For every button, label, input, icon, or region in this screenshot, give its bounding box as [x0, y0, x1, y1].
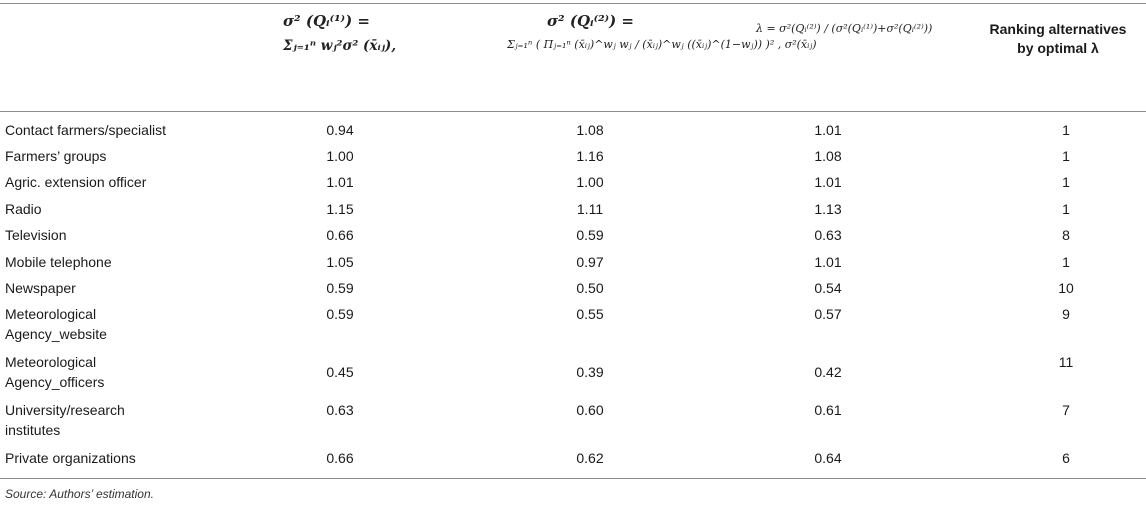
cell-v3: 1.13 — [814, 201, 842, 217]
cell-rank: 1 — [1062, 148, 1070, 164]
header-col4-line2: by optimal λ — [1017, 40, 1099, 56]
cell-rank: 6 — [1062, 450, 1070, 466]
header-col1-line1: σ² (Qᵢ⁽¹⁾) = — [283, 12, 370, 30]
row-label: Private organizations — [5, 450, 136, 466]
header-col-lambda: λ = σ²(Qᵢ⁽²⁾) / (σ²(Qᵢ⁽¹⁾)+σ²(Qᵢ⁽²⁾)) — [756, 22, 932, 35]
cell-v2: 0.39 — [576, 364, 604, 380]
cell-v2: 0.59 — [576, 227, 604, 243]
bottom-rule — [0, 478, 1146, 479]
row-label: Farmers’ groups — [5, 148, 107, 164]
header-col1-line2: Σⱼ₌₁ⁿ wⱼ²σ² (x̄ᵢⱼ), — [283, 38, 397, 54]
cell-rank: 1 — [1062, 122, 1070, 138]
row-label: University/research institutes — [5, 402, 125, 438]
top-rule — [0, 3, 1146, 4]
cell-v2: 1.08 — [576, 122, 604, 138]
cell-v1: 1.05 — [326, 254, 354, 270]
cell-rank: 1 — [1062, 201, 1070, 217]
row-label: Meteorological Agency_officers — [5, 354, 105, 390]
cell-v3: 0.63 — [814, 227, 842, 243]
cell-v1: 0.59 — [326, 280, 354, 296]
cell-v2: 1.16 — [576, 148, 604, 164]
cell-v2: 1.00 — [576, 174, 604, 190]
cell-rank: 7 — [1062, 402, 1070, 418]
row-label: Contact farmers/specialist — [5, 122, 167, 138]
cell-rank: 11 — [1058, 354, 1074, 370]
cell-v2: 0.55 — [576, 306, 604, 322]
cell-v1: 1.15 — [326, 201, 354, 217]
cell-v3: 0.42 — [814, 364, 842, 380]
cell-v2: 0.62 — [576, 450, 604, 466]
cell-v1: 0.94 — [326, 122, 354, 138]
cell-v1: 0.63 — [326, 402, 354, 418]
cell-v3: 1.01 — [814, 122, 842, 138]
row-label: Newspaper — [5, 280, 76, 296]
cell-rank: 1 — [1062, 254, 1070, 270]
header-col4-line1: Ranking alternatives — [989, 21, 1127, 37]
source-note: Source: Authors’ estimation. — [5, 487, 154, 501]
cell-v1: 0.59 — [326, 306, 354, 322]
cell-v3: 0.64 — [814, 450, 842, 466]
cell-v1: 1.00 — [326, 148, 354, 164]
header-col2-line1: σ² (Qᵢ⁽²⁾) = — [547, 12, 634, 30]
cell-v3: 1.08 — [814, 148, 842, 164]
cell-v2: 0.97 — [576, 254, 604, 270]
cell-v1: 0.66 — [326, 227, 354, 243]
cell-v1: 0.45 — [326, 364, 354, 380]
row-label: Television — [5, 227, 67, 243]
cell-rank: 10 — [1058, 280, 1074, 296]
cell-v3: 1.01 — [814, 254, 842, 270]
header-col-variance-q1: σ² (Qᵢ⁽¹⁾) = Σⱼ₌₁ⁿ wⱼ²σ² (x̄ᵢⱼ), — [283, 12, 396, 54]
cell-v3: 0.54 — [814, 280, 842, 296]
header-col-ranking: Ranking alternatives by optimal λ — [978, 20, 1138, 58]
header-col3-formula: λ = σ²(Qᵢ⁽²⁾) / (σ²(Qᵢ⁽¹⁾)+σ²(Qᵢ⁽²⁾)) — [756, 22, 933, 35]
cell-v2: 0.50 — [576, 280, 604, 296]
cell-v1: 1.01 — [326, 174, 354, 190]
header-col-variance-q2: σ² (Qᵢ⁽²⁾) = Σⱼ₌₁ⁿ ( Πⱼ₌₁ⁿ (x̄ᵢⱼ)^wⱼ wⱼ … — [507, 12, 817, 51]
row-label: Radio — [5, 201, 42, 217]
cell-rank: 8 — [1062, 227, 1070, 243]
cell-rank: 1 — [1062, 174, 1070, 190]
cell-v2: 0.60 — [576, 402, 604, 418]
header-col2-line2: Σⱼ₌₁ⁿ ( Πⱼ₌₁ⁿ (x̄ᵢⱼ)^wⱼ wⱼ / (x̄ᵢⱼ)^wⱼ (… — [507, 38, 817, 51]
row-label: Meteorological Agency_website — [5, 306, 107, 342]
cell-v3: 1.01 — [814, 174, 842, 190]
cell-v2: 1.11 — [576, 201, 604, 217]
cell-v3: 0.57 — [814, 306, 842, 322]
row-label: Mobile telephone — [5, 254, 112, 270]
row-label: Agric. extension officer — [5, 174, 147, 190]
cell-rank: 9 — [1062, 306, 1070, 322]
cell-v1: 0.66 — [326, 450, 354, 466]
cell-v3: 0.61 — [814, 402, 842, 418]
header-rule — [0, 111, 1146, 112]
